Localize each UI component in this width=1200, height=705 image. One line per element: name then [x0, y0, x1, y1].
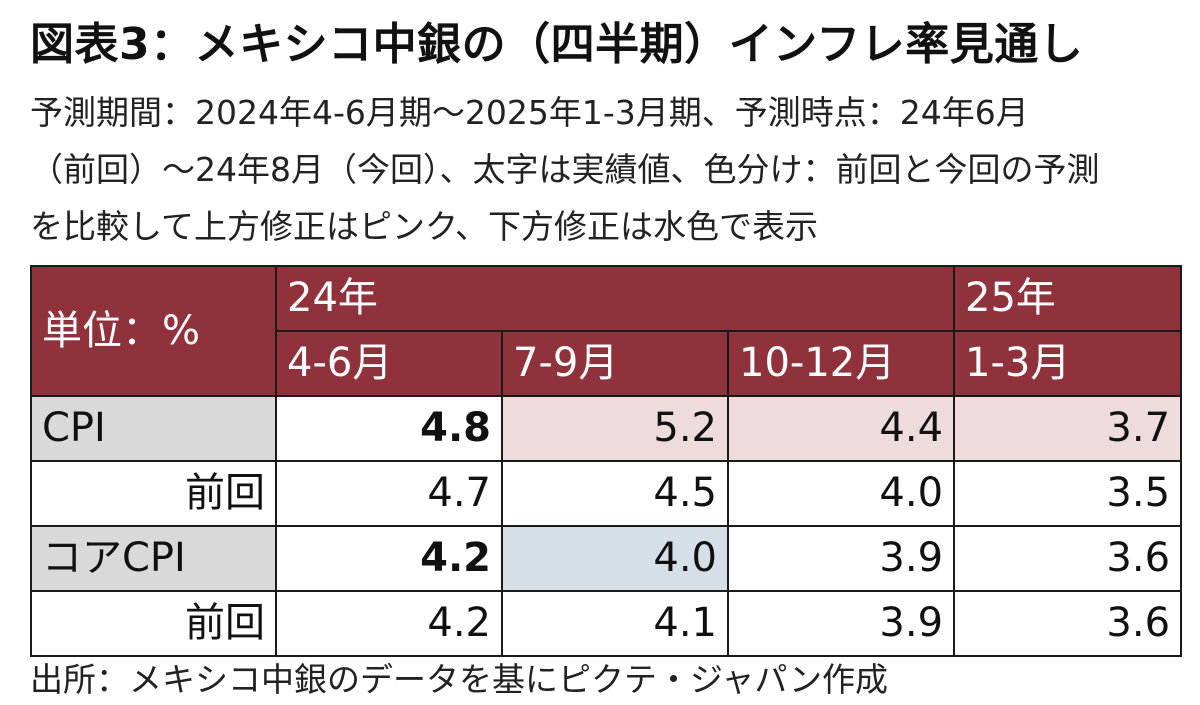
year-header-2024: 24年 [274, 265, 956, 332]
cell-value: 3.5 [953, 460, 1183, 527]
quarter-header: 1-3月 [953, 330, 1183, 397]
cell-actual: 4.2 [275, 525, 503, 592]
page-title: 図表3：メキシコ中銀の（四半期）インフレ率見通し [30, 19, 1084, 70]
cell-upward-revision: 5.2 [501, 395, 729, 462]
cell-value: 3.6 [953, 525, 1183, 592]
subtitle: 予測期間：2024年4-6月期〜2025年1-3月期、予測時点：24年6月 （前… [30, 84, 1190, 255]
cell-downward-revision: 4.0 [501, 525, 729, 592]
inflation-forecast-table: 単位：% 24年 25年 4-6月 7-9月 10-12月 1-3月 CPI 4… [30, 265, 1183, 657]
cell-actual: 4.8 [275, 395, 503, 462]
quarter-header: 10-12月 [726, 330, 956, 397]
table-row-core-cpi-previous: 前回 4.2 4.1 3.9 3.6 [30, 590, 1183, 657]
year-header-2025: 25年 [953, 265, 1183, 332]
cell-value: 4.1 [501, 590, 729, 657]
table-row-core-cpi: コアCPI 4.2 4.0 3.9 3.6 [30, 525, 1183, 592]
subtitle-line: 予測期間：2024年4-6月期〜2025年1-3月期、予測時点：24年6月 [30, 93, 1029, 132]
cell-value: 4.2 [275, 590, 503, 657]
cell-upward-revision: 4.4 [726, 395, 956, 462]
cell-value: 4.7 [275, 460, 503, 527]
quarter-header: 4-6月 [275, 330, 503, 397]
source-note: 出所：メキシコ中銀のデータを基にピクテ・ジャパン作成 [30, 660, 888, 699]
unit-label: 単位：% [30, 265, 277, 397]
row-label-core-cpi: コアCPI [30, 525, 277, 592]
cell-value: 3.6 [953, 590, 1183, 657]
quarter-header: 7-9月 [501, 330, 729, 397]
subtitle-line: を比較して上方修正はピンク、下方修正は水色で表示 [30, 207, 819, 246]
cell-value: 4.0 [726, 460, 956, 527]
header-row-quarters: 4-6月 7-9月 10-12月 1-3月 [31, 330, 1183, 397]
table-row-cpi-previous: 前回 4.7 4.5 4.0 3.5 [30, 460, 1183, 527]
cell-value: 4.5 [501, 460, 729, 527]
cell-value: 3.9 [726, 525, 956, 592]
row-label-previous: 前回 [30, 590, 277, 657]
header-row-years: 単位：% 24年 25年 [30, 265, 1183, 397]
cell-upward-revision: 3.7 [953, 395, 1183, 462]
row-label-cpi: CPI [30, 395, 277, 462]
row-label-previous: 前回 [30, 460, 277, 527]
cell-value: 3.9 [726, 590, 956, 657]
table-row-cpi: CPI 4.8 5.2 4.4 3.7 [30, 395, 1183, 462]
subtitle-line: （前回）〜24年8月（今回）、太字は実績値、色分け：前回と今回の予測 [30, 150, 1100, 189]
